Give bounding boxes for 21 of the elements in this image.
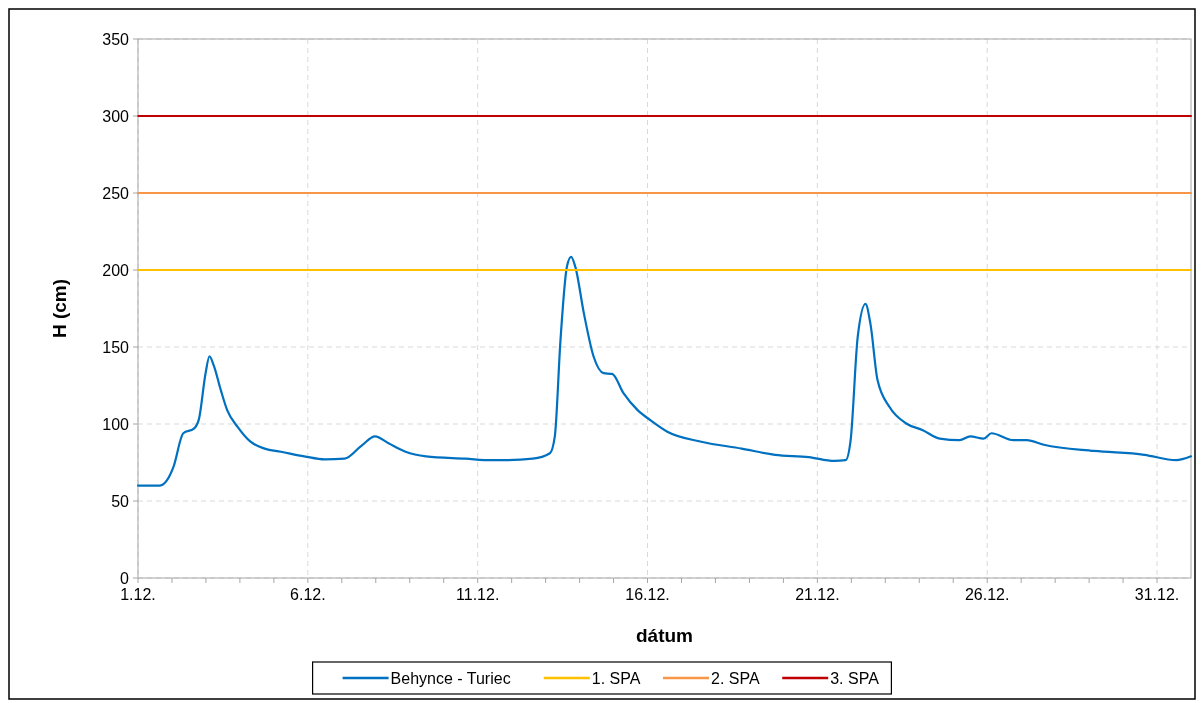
legend-label: 1. SPA [591,669,641,687]
x-tick-label: 26.12. [964,586,1010,603]
x-tick-label: 11.12. [456,586,500,603]
x-tick-label: 1.12. [120,586,156,603]
y-tick-label: 250 [102,184,130,202]
x-tick-label: 6.12. [290,586,326,603]
x-tick-label: 21.12. [795,586,840,603]
y-tick-label: 50 [111,492,130,510]
y-tick-label: 150 [102,338,130,356]
y-tick-label: 350 [102,30,130,48]
y-axis-title: H (cm) [49,278,70,339]
y-tick-label: 0 [120,569,130,587]
y-tick-label: 100 [102,415,130,433]
legend-label: Behynce - Turiec [390,669,511,687]
x-tick-label: 16.12. [625,586,670,603]
y-tick-label: 300 [102,107,130,125]
x-tick-label: 31.12. [1134,586,1180,603]
y-tick-label: 200 [102,261,130,279]
legend-label: 2. SPA [711,669,760,687]
legend-label: 3. SPA [830,669,880,687]
x-axis-title: dátum [636,625,693,646]
